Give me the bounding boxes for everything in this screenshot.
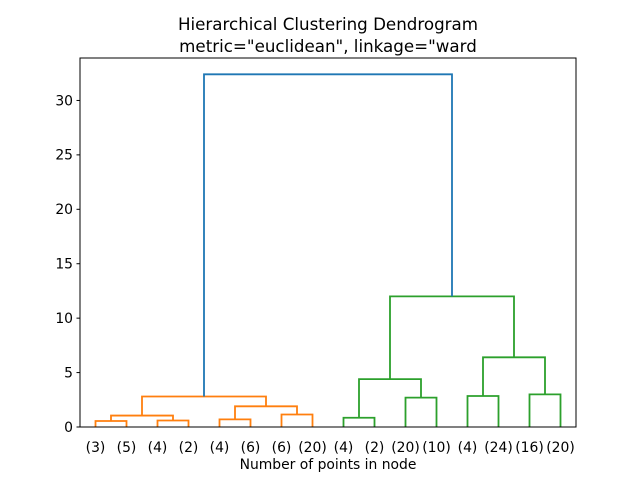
x-tick-label: (2)	[179, 440, 199, 456]
y-tick-label: 10	[55, 311, 73, 327]
x-tick-label: (6)	[241, 440, 261, 456]
x-tick-label: (20)	[546, 440, 575, 456]
x-tick-label: (16)	[515, 440, 544, 456]
x-tick-label: (4)	[458, 440, 478, 456]
dendrogram-link	[528, 393, 562, 427]
chart-subtitle: metric="euclidean", linkage="ward	[179, 36, 477, 56]
x-axis-leaf-labels: (3) (5) (4) (2) (4) (6) (6) (20) (4) (2) (20) (10)(…	[86, 440, 575, 456]
dendrogram-link	[342, 416, 376, 427]
x-tick-label: (20)	[391, 440, 420, 456]
x-tick-label: (4)	[334, 440, 354, 456]
dendrogram-links	[94, 73, 562, 427]
dendrogram-link	[110, 414, 174, 422]
y-tick-label: 25	[55, 148, 73, 164]
dendrogram-link	[389, 295, 515, 380]
y-tick-label: 30	[55, 93, 73, 109]
x-tick-label: (4)	[148, 440, 168, 456]
x-tick-label: (20)	[298, 440, 327, 456]
x-tick-label: (3)	[86, 440, 106, 456]
dendrogram-link	[156, 419, 190, 427]
y-tick-label: 20	[55, 202, 73, 218]
dendrogram-link	[466, 395, 500, 427]
x-tick-label: (4)	[210, 440, 230, 456]
dendrogram-link	[218, 418, 252, 427]
y-tick-label: 15	[55, 257, 73, 273]
y-tick-label: 5	[64, 365, 73, 381]
dendrogram-link	[280, 413, 314, 427]
dendrogram-link	[234, 405, 298, 420]
x-tick-label: (2)	[365, 440, 385, 456]
dendrogram-link	[94, 420, 128, 427]
dendrogram-link	[482, 356, 546, 396]
dendrogram-link	[404, 396, 438, 427]
y-tick-label: 0	[64, 420, 73, 436]
x-tick-label: (10)	[422, 440, 451, 456]
y-axis-ticks: 0 5 10 15 20 25 30	[55, 93, 80, 436]
x-tick-label: (5)	[117, 440, 137, 456]
dendrogram-link	[203, 73, 453, 397]
x-axis-label: Number of points in node	[240, 457, 417, 473]
x-tick-label: (24)	[484, 440, 513, 456]
chart-title: Hierarchical Clustering Dendrogram	[178, 14, 478, 34]
x-tick-label: (6)	[272, 440, 292, 456]
plot-area-border	[79, 57, 577, 428]
